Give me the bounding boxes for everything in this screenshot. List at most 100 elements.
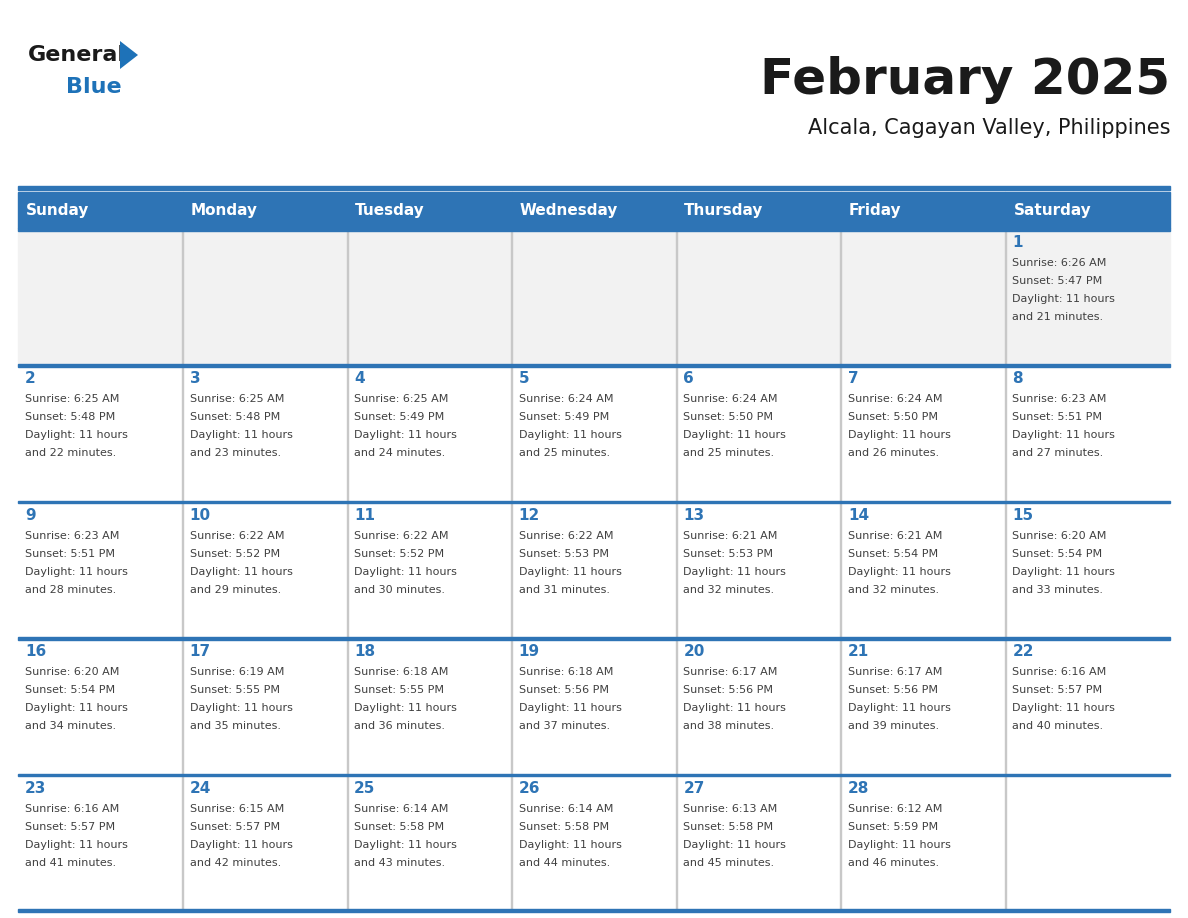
Text: and 27 minutes.: and 27 minutes. [1012, 448, 1104, 458]
Text: Daylight: 11 hours: Daylight: 11 hours [519, 566, 621, 577]
Bar [18, 637, 1170, 774]
Text: 3: 3 [190, 372, 201, 386]
Text: Sunset: 5:59 PM: Sunset: 5:59 PM [848, 822, 939, 832]
Text: 2: 2 [25, 372, 36, 386]
Text: Daylight: 11 hours: Daylight: 11 hours [683, 431, 786, 441]
Text: 6: 6 [683, 372, 694, 386]
Bar [183, 192, 347, 228]
Text: Daylight: 11 hours: Daylight: 11 hours [190, 566, 292, 577]
Text: Friday: Friday [849, 203, 902, 218]
Text: Daylight: 11 hours: Daylight: 11 hours [1012, 566, 1116, 577]
Text: and 34 minutes.: and 34 minutes. [25, 722, 116, 732]
Text: Daylight: 11 hours: Daylight: 11 hours [848, 566, 950, 577]
Text: Sunrise: 6:23 AM: Sunrise: 6:23 AM [25, 531, 119, 541]
Text: Sunrise: 6:16 AM: Sunrise: 6:16 AM [1012, 667, 1107, 677]
Text: and 24 minutes.: and 24 minutes. [354, 448, 446, 458]
Text: Daylight: 11 hours: Daylight: 11 hours [190, 431, 292, 441]
Text: Daylight: 11 hours: Daylight: 11 hours [190, 840, 292, 849]
Text: Sunrise: 6:25 AM: Sunrise: 6:25 AM [190, 395, 284, 405]
Text: Sunrise: 6:23 AM: Sunrise: 6:23 AM [1012, 395, 1107, 405]
Text: Saturday: Saturday [1013, 203, 1092, 218]
Text: 12: 12 [519, 508, 541, 522]
Bar [18, 364, 1170, 501]
Text: Sunset: 5:54 PM: Sunset: 5:54 PM [25, 685, 115, 695]
Bar [18, 228, 1170, 230]
Text: Sunrise: 6:24 AM: Sunrise: 6:24 AM [519, 395, 613, 405]
Text: Sunset: 5:55 PM: Sunset: 5:55 PM [354, 685, 444, 695]
Text: Daylight: 11 hours: Daylight: 11 hours [683, 840, 786, 849]
Text: Sunrise: 6:19 AM: Sunrise: 6:19 AM [190, 667, 284, 677]
Text: Sunset: 5:55 PM: Sunset: 5:55 PM [190, 685, 279, 695]
Text: Sunset: 5:51 PM: Sunset: 5:51 PM [1012, 412, 1102, 422]
Text: and 43 minutes.: and 43 minutes. [354, 857, 446, 868]
Text: Daylight: 11 hours: Daylight: 11 hours [354, 703, 457, 713]
Bar [676, 192, 841, 228]
Bar [18, 228, 1170, 364]
Text: Sunday: Sunday [26, 203, 89, 218]
Text: Daylight: 11 hours: Daylight: 11 hours [1012, 703, 1116, 713]
Text: Sunset: 5:58 PM: Sunset: 5:58 PM [683, 822, 773, 832]
Bar [18, 909, 1170, 912]
Text: and 36 minutes.: and 36 minutes. [354, 722, 446, 732]
Text: and 26 minutes.: and 26 minutes. [848, 448, 939, 458]
Bar [18, 637, 1170, 640]
Text: 14: 14 [848, 508, 868, 522]
Text: 11: 11 [354, 508, 375, 522]
Text: and 32 minutes.: and 32 minutes. [683, 585, 775, 595]
Text: and 23 minutes.: and 23 minutes. [190, 448, 280, 458]
Text: and 39 minutes.: and 39 minutes. [848, 722, 939, 732]
Text: Daylight: 11 hours: Daylight: 11 hours [683, 703, 786, 713]
Text: General: General [29, 45, 126, 65]
Text: Daylight: 11 hours: Daylight: 11 hours [1012, 431, 1116, 441]
Text: Sunrise: 6:26 AM: Sunrise: 6:26 AM [1012, 258, 1107, 268]
Text: Sunrise: 6:21 AM: Sunrise: 6:21 AM [683, 531, 778, 541]
Text: 28: 28 [848, 780, 870, 796]
Text: 10: 10 [190, 508, 210, 522]
Text: Sunset: 5:54 PM: Sunset: 5:54 PM [1012, 549, 1102, 559]
Text: and 35 minutes.: and 35 minutes. [190, 722, 280, 732]
Text: Sunrise: 6:20 AM: Sunrise: 6:20 AM [1012, 531, 1107, 541]
Text: Sunset: 5:49 PM: Sunset: 5:49 PM [519, 412, 609, 422]
Text: Sunset: 5:50 PM: Sunset: 5:50 PM [848, 412, 937, 422]
Text: and 44 minutes.: and 44 minutes. [519, 857, 609, 868]
Text: February 2025: February 2025 [760, 56, 1170, 104]
Text: Daylight: 11 hours: Daylight: 11 hours [190, 703, 292, 713]
Text: and 42 minutes.: and 42 minutes. [190, 857, 280, 868]
Text: and 30 minutes.: and 30 minutes. [354, 585, 446, 595]
Text: and 38 minutes.: and 38 minutes. [683, 722, 775, 732]
Bar [18, 364, 1170, 367]
Bar [841, 192, 1005, 228]
Text: Sunrise: 6:21 AM: Sunrise: 6:21 AM [848, 531, 942, 541]
Text: 25: 25 [354, 780, 375, 796]
Bar [18, 501, 1170, 503]
Text: Sunset: 5:52 PM: Sunset: 5:52 PM [190, 549, 279, 559]
Text: Sunrise: 6:14 AM: Sunrise: 6:14 AM [354, 803, 449, 813]
Text: Sunset: 5:52 PM: Sunset: 5:52 PM [354, 549, 444, 559]
Text: Sunrise: 6:16 AM: Sunrise: 6:16 AM [25, 803, 119, 813]
Text: Daylight: 11 hours: Daylight: 11 hours [519, 703, 621, 713]
Text: 4: 4 [354, 372, 365, 386]
Text: and 40 minutes.: and 40 minutes. [1012, 722, 1104, 732]
Text: and 28 minutes.: and 28 minutes. [25, 585, 116, 595]
Text: Daylight: 11 hours: Daylight: 11 hours [848, 431, 950, 441]
Text: Thursday: Thursday [684, 203, 764, 218]
Text: Sunrise: 6:25 AM: Sunrise: 6:25 AM [354, 395, 449, 405]
Text: Sunrise: 6:22 AM: Sunrise: 6:22 AM [519, 531, 613, 541]
Text: 19: 19 [519, 644, 539, 659]
Text: Sunrise: 6:20 AM: Sunrise: 6:20 AM [25, 667, 119, 677]
Text: Sunrise: 6:18 AM: Sunrise: 6:18 AM [519, 667, 613, 677]
Text: and 25 minutes.: and 25 minutes. [519, 448, 609, 458]
Text: Daylight: 11 hours: Daylight: 11 hours [25, 431, 128, 441]
Text: Alcala, Cagayan Valley, Philippines: Alcala, Cagayan Valley, Philippines [808, 118, 1170, 138]
Text: and 33 minutes.: and 33 minutes. [1012, 585, 1104, 595]
Text: Sunset: 5:54 PM: Sunset: 5:54 PM [848, 549, 939, 559]
Text: Daylight: 11 hours: Daylight: 11 hours [25, 840, 128, 849]
Text: Sunrise: 6:24 AM: Sunrise: 6:24 AM [683, 395, 778, 405]
Text: and 25 minutes.: and 25 minutes. [683, 448, 775, 458]
Text: Monday: Monday [190, 203, 258, 218]
Text: Sunset: 5:57 PM: Sunset: 5:57 PM [1012, 685, 1102, 695]
Text: Sunrise: 6:22 AM: Sunrise: 6:22 AM [354, 531, 449, 541]
Text: Sunrise: 6:24 AM: Sunrise: 6:24 AM [848, 395, 942, 405]
Text: Sunset: 5:58 PM: Sunset: 5:58 PM [354, 822, 444, 832]
Text: and 46 minutes.: and 46 minutes. [848, 857, 939, 868]
